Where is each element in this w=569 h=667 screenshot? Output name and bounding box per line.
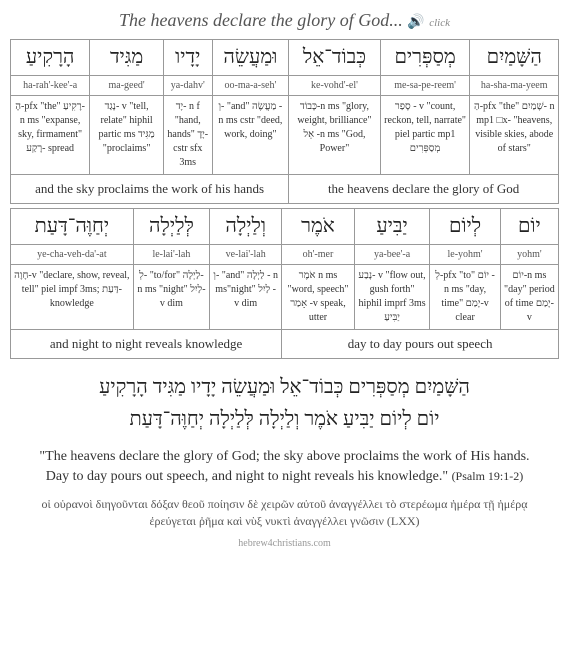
analysis: סָפַר - v "count, reckon, tell, narrate"… [380,96,470,175]
english-translation: "The heavens declare the glory of God; t… [30,447,539,486]
hebrew-word: כְּבוֹד־אֵל [289,40,381,76]
verse1-table: הָרָקִיעַ מַגִּיד יָדָיו וּמַעֲשֵׂה כְּב… [10,39,559,204]
translit: ha-sha-ma-yeem [470,76,559,96]
greek-lxx: οἱ οὐρανοὶ διηγοῦνται δόξαν θεοῦ ποίησιν… [20,496,549,530]
translit-row: ha-rah'-kee'-a ma-geed' ya-dahv' oo-ma-a… [11,76,559,96]
hebrew-word: מַגִּיד [90,40,164,76]
analysis: יָד- n f "hand, hands" יָדָ- cstr sfx 3m… [163,96,212,175]
analysis: לְ- "to/for" לַיְלָה-n ms "night" לַיִל-… [133,265,209,330]
analysis: לְ-pfx "to" יוֹם - n ms "day, time" יָמַ… [430,265,500,330]
footer-credit: hebrew4christians.com [10,538,559,549]
analysis-row: הָ-pfx "the" רָקִיעַ-n ms "expanse, sky,… [11,96,559,175]
verse2-table: יְחַוֶּה־דָּעַת לְּלַיְלָה וְלַיְלָה אֹמ… [10,208,559,359]
page-title: The heavens declare the glory of God... … [10,10,559,31]
analysis: אֹמֶר n ms "word, speech" אָמַר -v speak… [282,265,355,330]
translit: le-lai'-lah [133,245,209,265]
translit: ha-rah'-kee'-a [11,76,90,96]
analysis: נָגַד- v "tell, relate" hiphil partic ms… [90,96,164,175]
translit: me-sa-pe-reem' [380,76,470,96]
analysis-row: חָוָה-v "declare, show, reveal, tell" pi… [11,265,559,330]
hebrew-row: יְחַוֶּה־דָּעַת לְּלַיְלָה וְלַיְלָה אֹמ… [11,209,559,245]
analysis: הָ-pfx "the" רָקִיעַ-n ms "expanse, sky,… [11,96,90,175]
hebrew-word: יוֹם [500,209,558,245]
translit: ye-cha-veh-da'-at [11,245,134,265]
hebrew-word: וְלַיְלָה [210,209,282,245]
audio-icon[interactable]: 🔊 [407,15,424,30]
hebrew-word: הַשָּׁמַיִם [470,40,559,76]
translit-row: ye-cha-veh-da'-at le-lai'-lah ve-lai'-la… [11,245,559,265]
translit: ma-geed' [90,76,164,96]
hebrew-line1: הַשָּׁמַיִם מְסַפְּרִים כְּבוֹד־אֵל וּמַ… [10,371,559,403]
translation-row: and the sky proclaims the work of his ha… [11,175,559,204]
hebrew-word: יַבִּיעַ [354,209,430,245]
analysis: נָבַע- v "flow out, gush forth" hiphil i… [354,265,430,330]
translit: yohm' [500,245,558,265]
hebrew-row: הָרָקִיעַ מַגִּיד יָדָיו וּמַעֲשֵׂה כְּב… [11,40,559,76]
analysis: הַ-pfx "the" שָׁמַיִם- n mp1 □x- "heaven… [470,96,559,175]
hebrew-word: יָדָיו [163,40,212,76]
full-hebrew-text: הַשָּׁמַיִם מְסַפְּרִים כְּבוֹד־אֵל וּמַ… [10,371,559,435]
translit: ve-lai'-lah [210,245,282,265]
analysis: חָוָה-v "declare, show, reveal, tell" pi… [11,265,134,330]
analysis: וְ- "and" לַיְלָה - n ms"night" לַיִל - … [210,265,282,330]
hebrew-word: יְחַוֶּה־דָּעַת [11,209,134,245]
click-label: click [429,17,450,29]
hebrew-word: מְסַפְּרִים [380,40,470,76]
translit: le-yohm' [430,245,500,265]
analysis: כָּבוֹד-n ms "glory, weight, brilliance"… [289,96,381,175]
hebrew-word: הָרָקִיעַ [11,40,90,76]
translit: oh'-mer [282,245,355,265]
analysis: יוֹם-n ms "day" period of time יָמַם-v [500,265,558,330]
hebrew-word: אֹמֶר [282,209,355,245]
translit: ya-bee'-a [354,245,430,265]
hebrew-word: וּמַעֲשֵׂה [212,40,289,76]
translation-right: day to day pours out speech [282,330,559,359]
translation-row: and night to night reveals knowledge day… [11,330,559,359]
hebrew-word: לְיוֹם [430,209,500,245]
translation-left: and the sky proclaims the work of his ha… [11,175,289,204]
translation-left: and night to night reveals knowledge [11,330,282,359]
citation: (Psalm 19:1-2) [452,469,524,483]
translit: oo-ma-a-seh' [212,76,289,96]
hebrew-word: לְּלַיְלָה [133,209,209,245]
translit: ya-dahv' [163,76,212,96]
translit: ke-vohd'-el' [289,76,381,96]
translation-right: the heavens declare the glory of God [289,175,559,204]
hebrew-line2: יוֹם לְיוֹם יַבִּיעַ אֹמֶר וְלַיְלָה לְּ… [10,403,559,435]
analysis: וְ- "and" מַעֲשֶׂה - n ms cstr "deed, wo… [212,96,289,175]
title-text: The heavens declare the glory of God... [119,10,403,30]
